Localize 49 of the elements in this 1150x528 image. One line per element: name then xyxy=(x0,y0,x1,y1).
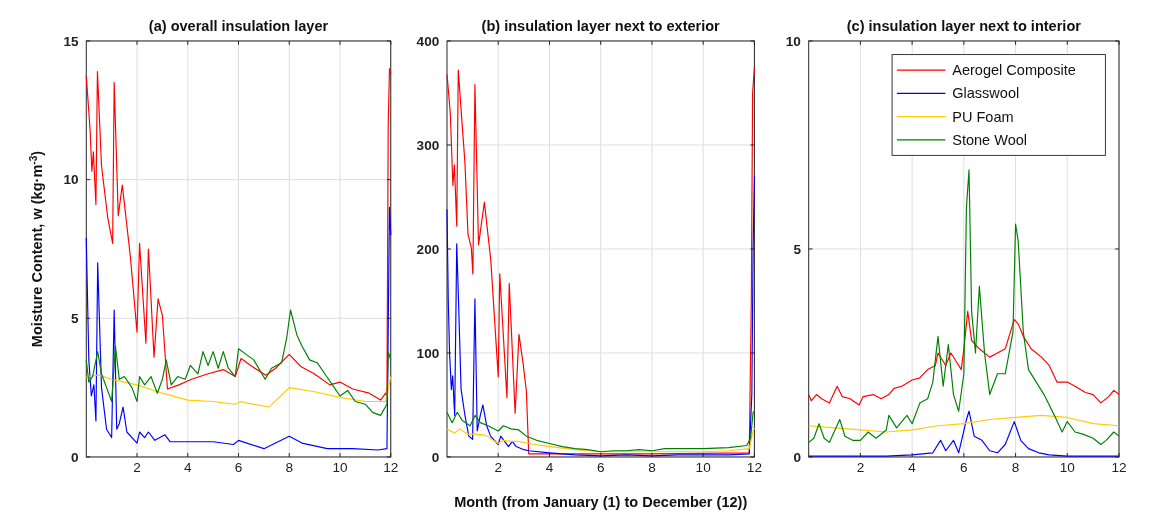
y-tick-label: 0 xyxy=(70,449,79,465)
x-tick-label: 8 xyxy=(285,460,294,476)
x-tick-label: 8 xyxy=(648,460,656,476)
line-series xyxy=(446,427,755,453)
y-tick-label: 0 xyxy=(793,449,801,465)
x-tick-label: 2 xyxy=(133,460,141,476)
x-tick-label: 6 xyxy=(234,460,243,476)
line-series xyxy=(85,206,392,451)
y-tick-label: 5 xyxy=(793,241,802,257)
x-tick-label: 8 xyxy=(1011,460,1020,476)
x-axis-title: Month (from January (1) to December (12)) xyxy=(454,494,748,511)
line-series xyxy=(808,310,1120,406)
x-tick-label: 6 xyxy=(960,460,968,476)
chart-title: (c) insulation layer next to interior xyxy=(846,18,1082,35)
x-tick-label: 2 xyxy=(856,460,865,476)
line-series xyxy=(446,410,755,453)
y-tick-label: 200 xyxy=(416,241,440,257)
x-tick-label: 12 xyxy=(746,460,762,476)
line-series xyxy=(446,175,755,457)
chart-title: (a) overall insulation layer xyxy=(148,18,329,35)
x-tick-label: 10 xyxy=(695,460,712,476)
x-tick-label: 12 xyxy=(1111,460,1127,476)
y-tick-label: 5 xyxy=(70,311,79,327)
x-tick-label: 10 xyxy=(1059,460,1076,476)
x-tick-label: 2 xyxy=(494,460,503,476)
x-tick-label: 10 xyxy=(332,460,349,476)
line-series xyxy=(808,169,1120,446)
x-tick-label: 4 xyxy=(183,460,192,476)
y-tick-label: 300 xyxy=(416,137,440,153)
legend-label: Aerogel Composite xyxy=(952,62,1076,79)
line-series xyxy=(85,309,392,416)
line-series xyxy=(808,414,1120,433)
y-tick-label: 100 xyxy=(416,345,440,361)
x-tick-label: 4 xyxy=(545,460,554,476)
line-series xyxy=(446,66,755,455)
y-tick-label: 10 xyxy=(785,33,801,49)
y-tick-label: 15 xyxy=(63,33,79,49)
line-series xyxy=(85,68,392,401)
x-tick-label: 4 xyxy=(908,460,917,476)
y-tick-label: 400 xyxy=(416,33,440,49)
chart-title: (b) insulation layer next to exterior xyxy=(481,18,721,35)
x-tick-label: 12 xyxy=(383,460,399,476)
legend-label: Stone Wool xyxy=(952,131,1028,148)
y-tick-label: 0 xyxy=(431,449,440,465)
legend-label: Glasswool xyxy=(952,85,1020,102)
line-series xyxy=(85,374,392,408)
x-tick-label: 6 xyxy=(596,460,605,476)
legend-label: PU Foam xyxy=(952,108,1014,125)
y-tick-label: 10 xyxy=(63,172,79,188)
